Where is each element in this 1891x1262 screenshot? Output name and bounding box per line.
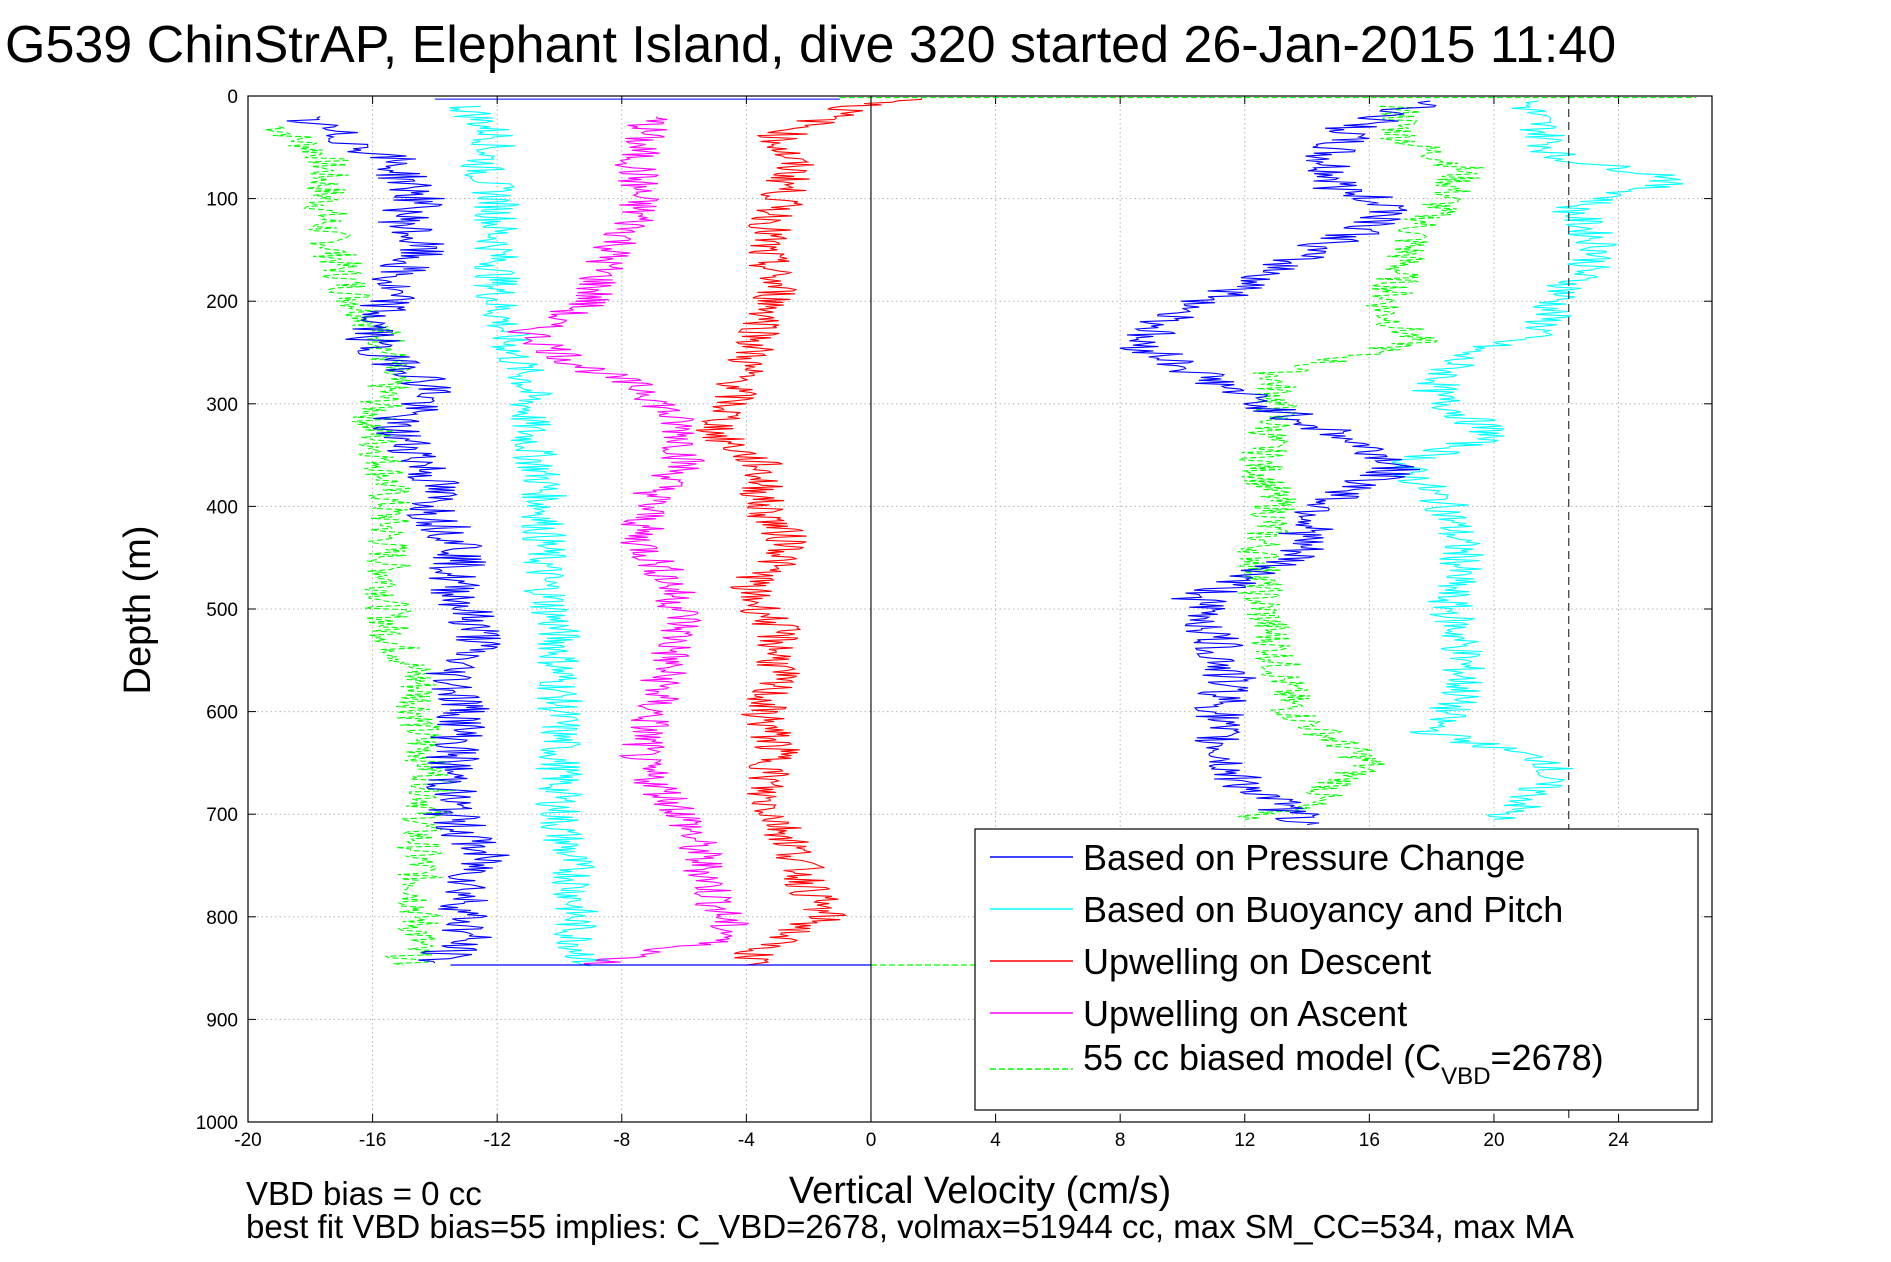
y-tick-label: 1000 [196, 1113, 238, 1134]
reference-lines [870, 96, 1570, 1122]
y-tick-label: 500 [206, 600, 238, 621]
y-tick-label: 800 [206, 908, 238, 929]
y-tick-label: 900 [206, 1010, 238, 1031]
x-tick-label: 0 [866, 1130, 877, 1151]
footer-line-2: best fit VBD bias=55 implies: C_VBD=2678… [246, 1208, 1574, 1245]
series-line-4-descent [507, 116, 750, 966]
x-tick-label: 20 [1483, 1130, 1504, 1151]
legend-label-2: Based on Buoyancy and Pitch [1083, 889, 1563, 930]
series-line-2-ascent [1391, 100, 1684, 820]
legend-label-1: Based on Pressure Change [1083, 837, 1525, 878]
y-tick-label: 400 [206, 497, 238, 518]
x-tick-label: -4 [738, 1130, 755, 1151]
legend-label-3: Upwelling on Descent [1083, 941, 1431, 982]
y-axis: 0 100 200 300 400 500 600 700 800 900 1000 [196, 87, 1712, 1134]
y-tick-label: 700 [206, 805, 238, 826]
legend: Based on Pressure Change Based on Buoyanc… [974, 828, 1699, 1111]
chart-title: G539 ChinStrAP, Elephant Island, dive 32… [5, 16, 1616, 74]
footer-line-1: VBD bias = 0 cc [246, 1175, 482, 1212]
x-axis-label: Vertical Velocity (cm/s) [789, 1170, 1171, 1212]
x-tick-label: 4 [990, 1130, 1001, 1151]
series-line-5-ascent [1237, 105, 1484, 820]
y-tick-label: 600 [206, 703, 238, 724]
series-line-1-descent [286, 116, 510, 964]
series-group [265, 96, 1697, 967]
x-tick-label: -12 [483, 1130, 510, 1151]
legend-label-model: 55 cc biased model (CVBD=2678) [1083, 1037, 1604, 1090]
x-tick-label: -16 [359, 1130, 386, 1151]
x-tick-label: 12 [1234, 1130, 1255, 1151]
x-tick-label: 8 [1115, 1130, 1126, 1151]
y-tick-label: 0 [227, 87, 238, 108]
legend-box [974, 828, 1699, 1111]
x-tick-label: -20 [234, 1130, 261, 1151]
series-line-5-descent [265, 126, 457, 966]
series-line-1-ascent [1119, 100, 1437, 826]
y-tick-label: 300 [206, 395, 238, 416]
x-tick-label: 16 [1359, 1130, 1380, 1151]
plot-frame [247, 95, 1713, 1123]
legend-label-4: Upwelling on Ascent [1083, 993, 1407, 1034]
y-tick-label: 200 [206, 292, 238, 313]
x-tick-label: 24 [1608, 1130, 1630, 1151]
y-axis-label: Depth (m) [117, 526, 159, 695]
series-line-3-descent [695, 98, 922, 966]
x-tick-label: -8 [613, 1130, 630, 1151]
y-tick-label: 100 [206, 190, 238, 211]
series-line-2-descent [449, 105, 609, 967]
